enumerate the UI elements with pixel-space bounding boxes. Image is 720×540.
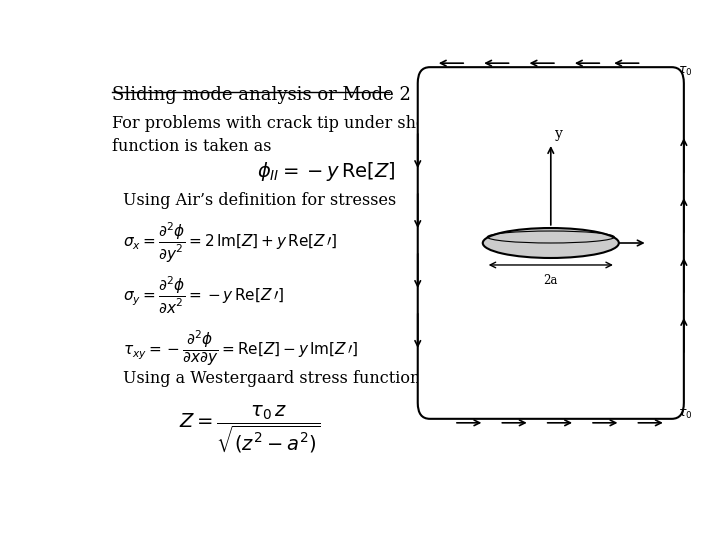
Text: Sliding mode analysis or Mode 2: Sliding mode analysis or Mode 2 bbox=[112, 85, 411, 104]
Text: $\tau_0$: $\tau_0$ bbox=[678, 65, 693, 78]
Text: $\tau_{xy} = -\dfrac{\partial^2\phi}{\partial x\partial y} = \mathrm{Re}[Z] - y\: $\tau_{xy} = -\dfrac{\partial^2\phi}{\pa… bbox=[124, 329, 359, 368]
Text: Using a Westergaard stress function of the form: Using a Westergaard stress function of t… bbox=[124, 370, 517, 387]
Text: y: y bbox=[555, 127, 563, 141]
Text: $\sigma_y = \dfrac{\partial^2\phi}{\partial x^2} = -y\,\mathrm{Re}[Z\,\prime]$: $\sigma_y = \dfrac{\partial^2\phi}{\part… bbox=[124, 275, 284, 316]
Text: Using Air’s definition for stresses: Using Air’s definition for stresses bbox=[124, 192, 397, 208]
Text: function is taken as: function is taken as bbox=[112, 138, 272, 154]
Ellipse shape bbox=[483, 228, 619, 258]
Text: For problems with crack tip under shear loading, Airy’s  stress: For problems with crack tip under shear … bbox=[112, 114, 624, 132]
Text: $\tau_0$: $\tau_0$ bbox=[678, 408, 693, 421]
FancyBboxPatch shape bbox=[418, 67, 684, 419]
Text: $\sigma_x = \dfrac{\partial^2\phi}{\partial y^2} = 2\,\mathrm{Im}[Z] + y\,\mathr: $\sigma_x = \dfrac{\partial^2\phi}{\part… bbox=[124, 221, 338, 265]
Text: $Z = \dfrac{\tau_0\, z}{\sqrt{(z^2 - a^2)}}$: $Z = \dfrac{\tau_0\, z}{\sqrt{(z^2 - a^2… bbox=[179, 404, 320, 455]
Text: 2a: 2a bbox=[544, 274, 558, 287]
Text: $\phi_{II} = -y\,\mathrm{Re}[Z]$: $\phi_{II} = -y\,\mathrm{Re}[Z]$ bbox=[258, 160, 396, 184]
